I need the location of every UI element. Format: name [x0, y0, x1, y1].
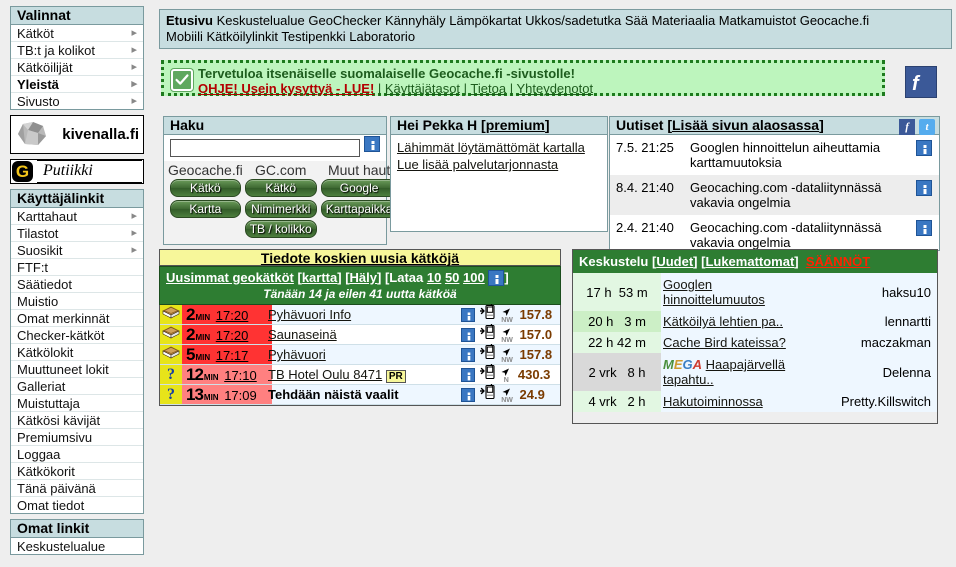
svg-text:f: f	[912, 73, 921, 95]
